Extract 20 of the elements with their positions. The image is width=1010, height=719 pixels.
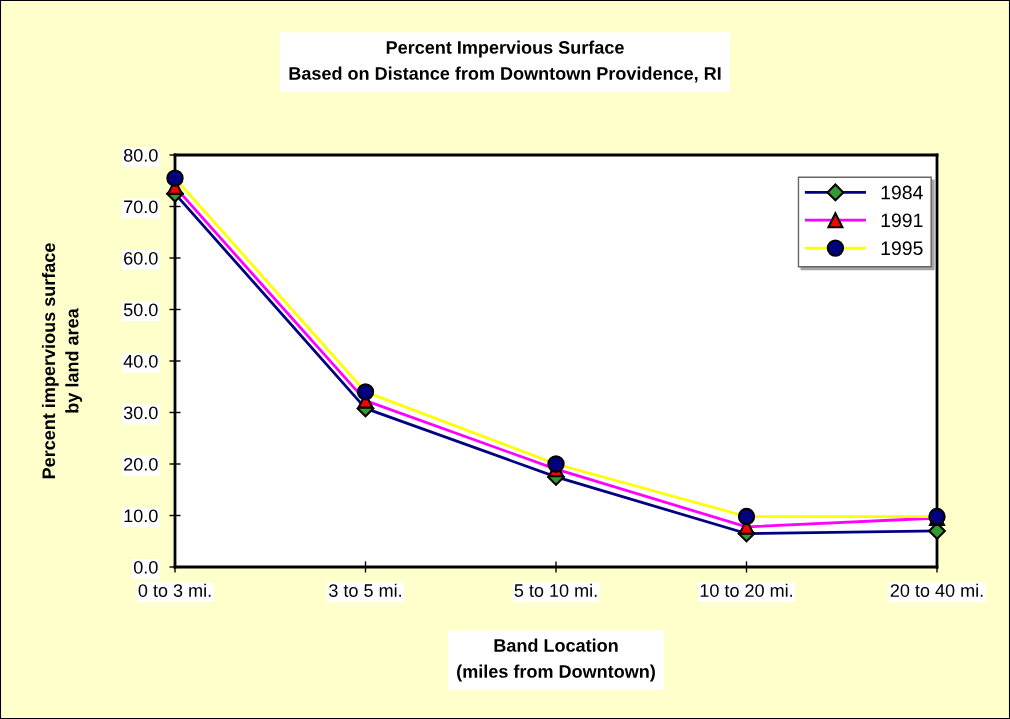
y-tick-label: 10.0 [124,509,158,523]
x-tick-label: 20 to 40 mi. [890,583,983,597]
y-tick-label: 80.0 [123,148,158,162]
y-tick-label: 30.0 [123,406,158,420]
y-tick-label: 50.0 [123,303,158,317]
x-axis-title: Band Location (miles from Downtown) [457,638,655,682]
x-tick-label: 0 to 3 mi. [138,583,211,597]
x-tick-label: 3 to 5 mi. [329,583,401,597]
y-tick-label: 70.0 [124,200,158,214]
y-tick-label: 60.0 [124,251,158,265]
legend-label: 1984 [881,185,923,200]
y-tick-label: 40.0 [123,354,158,368]
x-tick-label: 5 to 10 mi. [514,583,597,597]
legend-label: 1995 [881,241,923,256]
y-tick-label: 0.0 [133,560,158,574]
chart-title: Percent Impervious Surface Based on Distance from Downtown Providence, RI [289,40,721,83]
x-tick-label: 10 to 20 mi. [700,583,793,597]
y-axis-title: Percent impervious surface by land area [41,243,83,479]
y-tick-label: 20.0 [124,457,158,471]
legend-label: 1991 [881,213,923,228]
